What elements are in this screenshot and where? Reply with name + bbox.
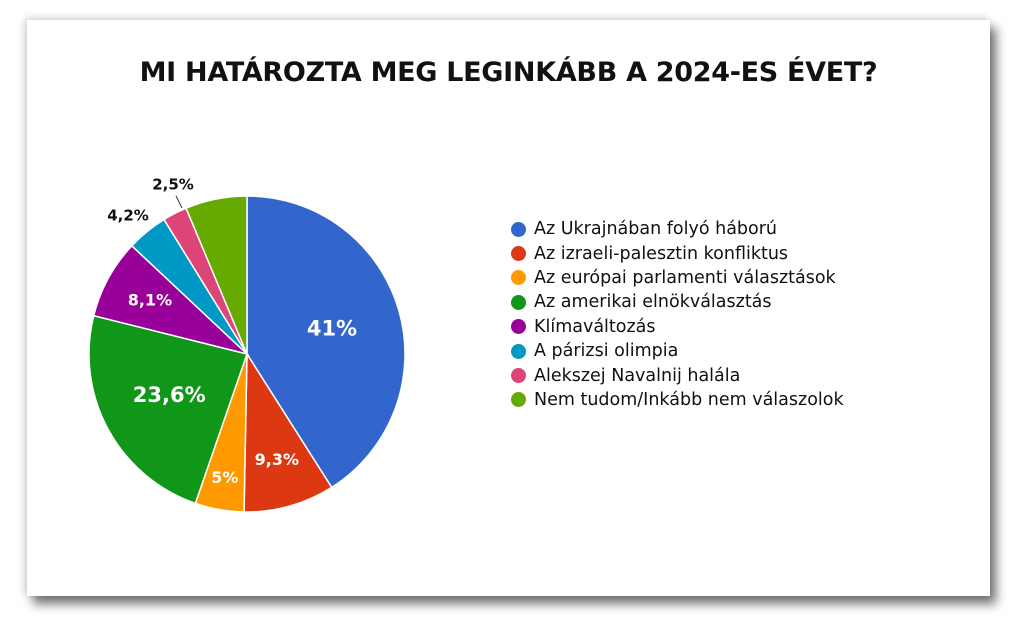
legend-color-dot-icon [511,319,526,335]
slice-value-label: 4,2% [107,207,149,225]
slice-value-label: 8,1% [128,291,172,310]
legend-color-dot-icon [511,294,526,310]
legend-color-dot-icon [511,270,526,286]
chart-legend: Az Ukrajnában folyó háború Az izraeli-pal… [511,217,844,412]
pie-slice[interactable] [88,314,248,505]
legend-color-dot-icon [511,246,526,262]
legend-label: Az izraeli-palesztin konfliktus [534,243,789,264]
legend-item[interactable]: Az európai parlamenti választások [511,266,844,290]
slice-value-label: 41% [307,316,357,340]
pie-slice[interactable] [185,195,248,355]
chart-card: MI HATÁROZTA MEG LEGINKÁBB A 2024-ES ÉVE… [27,20,990,596]
legend-label: Alekszej Navalnij halála [534,365,741,386]
legend-label: Az európai parlamenti választások [534,267,836,288]
slice-value-label: 23,6% [133,383,206,407]
chart-title: MI HATÁROZTA MEG LEGINKÁBB A 2024-ES ÉVE… [139,57,878,88]
pie-slice[interactable] [246,195,406,489]
legend-label: Nem tudom/Inkább nem válaszolok [534,389,844,410]
legend-item[interactable]: Az izraeli-palesztin konfliktus [511,241,844,265]
legend-label: Az amerikai elnökválasztás [534,292,772,313]
slice-value-label: 5% [211,468,238,487]
legend-item[interactable]: Alekszej Navalnij halála [511,363,844,387]
legend-label: A párizsi olimpia [534,341,679,362]
legend-label: Klímaváltozás [534,316,656,337]
pie-chart: 41% 9,3% 5% 23,6% 8,1% 4,2%2,5% [88,176,406,513]
legend-color-dot-icon [511,221,526,237]
legend-item[interactable]: Nem tudom/Inkább nem válaszolok [511,388,844,412]
slice-value-label: 9,3% [255,450,299,469]
legend-item[interactable]: Az amerikai elnökválasztás [511,290,844,314]
slice-value-label: 2,5% [152,176,194,194]
legend-color-dot-icon [511,392,526,408]
legend-item[interactable]: Az Ukrajnában folyó háború [511,217,844,241]
legend-label: Az Ukrajnában folyó háború [534,219,778,240]
legend-color-dot-icon [511,368,526,384]
pie-slice[interactable] [243,351,333,513]
legend-item[interactable]: Klímaváltozás [511,315,844,339]
legend-item[interactable]: A párizsi olimpia [511,339,844,363]
legend-color-dot-icon [511,343,526,359]
leader-line [175,195,183,209]
